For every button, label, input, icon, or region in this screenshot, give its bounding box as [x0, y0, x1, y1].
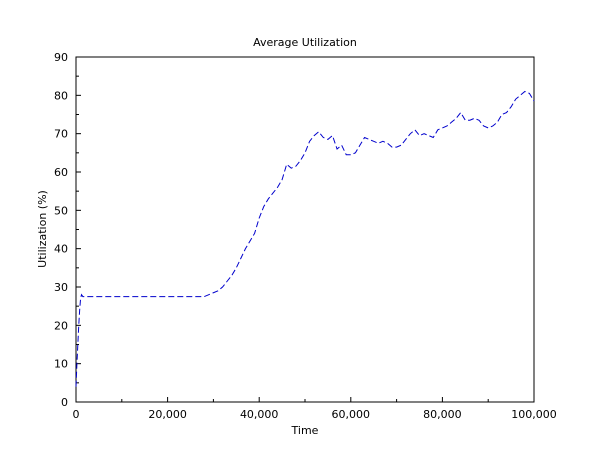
- x-tick-label: 0: [73, 408, 80, 421]
- x-tick-label: 20,000: [148, 408, 187, 421]
- y-tick-label: 40: [54, 243, 68, 256]
- x-tick-label: 80,000: [423, 408, 462, 421]
- y-tick-label: 80: [54, 89, 68, 102]
- x-tick-label: 60,000: [332, 408, 371, 421]
- y-axis-title: Utilization (%): [36, 190, 49, 268]
- y-tick-label: 0: [61, 396, 68, 409]
- y-tick-label: 20: [54, 319, 68, 332]
- y-tick-label: 60: [54, 166, 68, 179]
- x-axis: 0 20,000 40,000 60,000 80,000 100,000: [73, 397, 557, 421]
- x-tick-label: 100,000: [511, 408, 557, 421]
- chart-title: Average Utilization: [253, 36, 357, 49]
- y-tick-label: 90: [54, 51, 68, 64]
- series-line-utilization: [75, 90, 535, 387]
- x-tick-label: 40,000: [240, 408, 279, 421]
- x-axis-title: Time: [291, 424, 319, 437]
- y-tick-label: 30: [54, 281, 68, 294]
- y-tick-label: 70: [54, 128, 68, 141]
- y-tick-label: 10: [54, 358, 68, 371]
- y-tick-label: 50: [54, 204, 68, 217]
- plot-area: [75, 56, 535, 403]
